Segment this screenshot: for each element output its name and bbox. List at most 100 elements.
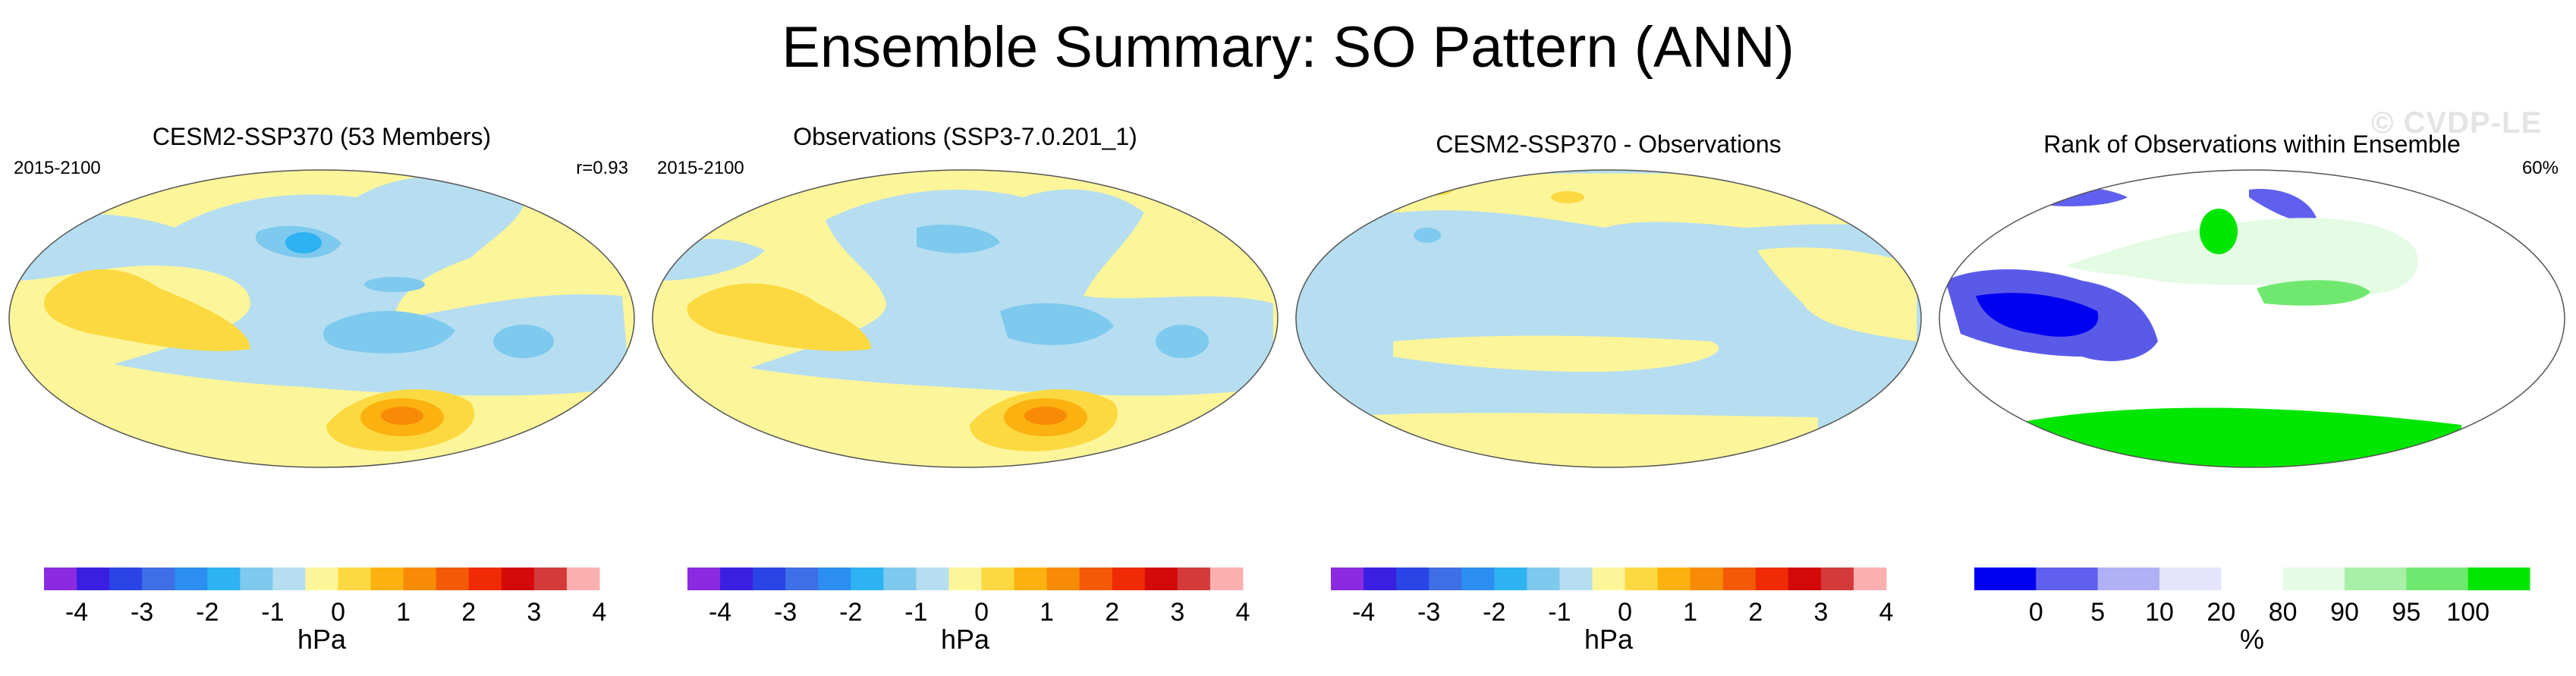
map-border xyxy=(8,169,635,468)
colorbar-swatch xyxy=(436,568,470,590)
map-border xyxy=(652,169,1279,468)
panel-title: CESM2-SSP370 (53 Members) xyxy=(152,123,492,150)
rank-percent-label: 60% xyxy=(2521,158,2559,178)
colorbar-swatch xyxy=(1974,568,2037,590)
colorbar-tick-label: 2 xyxy=(461,598,476,627)
watermark: © CVDP-LE xyxy=(2371,106,2543,140)
colorbar-swatch xyxy=(272,568,306,590)
rank-map: 0 5 10 20 80 90 95 100 xyxy=(1939,169,2565,627)
colorbar-tick-label: 0 xyxy=(1618,598,1632,627)
colorbar-tick-label: 95 xyxy=(2392,598,2420,627)
colorbar-swatch xyxy=(1014,568,1048,590)
panel-ensemble-mean: CESM2-SSP370 (53 Members) 2015-2100 r=0.… xyxy=(0,114,643,675)
colorbar-swatch xyxy=(468,568,502,590)
colorbar: -4 -3 -2 -1 0 1 2 3 4 xyxy=(44,568,606,627)
colorbar-swatch xyxy=(566,568,600,590)
colorbar-swatch xyxy=(1461,568,1495,590)
colorbar-swatch xyxy=(1853,568,1887,590)
panel-difference: CESM2-SSP370 - Observations -4 -3 -2 -1 0 1 2 3… xyxy=(1287,114,1930,675)
colorbar-tick-label: 20 xyxy=(2206,598,2235,627)
colorbar-swatch xyxy=(883,568,917,590)
colorbar-swatch xyxy=(1396,568,1430,590)
map-negative-strong xyxy=(493,325,554,358)
colorbar-swatch xyxy=(240,568,273,590)
colorbar-swatch xyxy=(1494,568,1527,590)
colorbar-tick-label: -4 xyxy=(65,598,88,627)
colorbar-tick-label: 0 xyxy=(974,598,989,627)
colorbar: -4 -3 -2 -1 0 1 2 3 4 xyxy=(1331,568,1893,627)
colorbar-swatch xyxy=(77,568,110,590)
colorbar-swatch xyxy=(175,568,208,590)
colorbar: -4 -3 -2 -1 0 1 2 3 4 xyxy=(687,568,1250,627)
map-positive-region xyxy=(1393,335,1719,372)
map-positive-region xyxy=(1332,413,1818,467)
map-low-rank-core xyxy=(1976,293,2099,337)
colorbar-swatch xyxy=(2345,568,2407,590)
colorbar-tick-label: 1 xyxy=(1040,598,1054,627)
map-negative-strong xyxy=(1156,325,1209,358)
colorbar-swatch xyxy=(2036,568,2099,590)
colorbar-tick-label: -1 xyxy=(904,598,927,627)
map-negative-region xyxy=(15,175,630,396)
map-negative-strong xyxy=(1414,228,1441,243)
colorbar-tick-label: -3 xyxy=(131,598,153,627)
colorbar-swatch xyxy=(1429,568,1462,590)
colorbar: 0 5 10 20 80 90 95 100 xyxy=(1974,568,2530,627)
map-border xyxy=(1939,169,2565,468)
colorbar-swatch xyxy=(1559,568,1593,590)
map-low-rank-region xyxy=(2249,189,2317,222)
map-negative-strong xyxy=(364,277,425,292)
colorbar-swatch xyxy=(916,568,949,590)
colorbar-swatch xyxy=(1331,568,1364,590)
colorbar-tick-label: -3 xyxy=(1417,598,1440,627)
colorbar-swatch xyxy=(2221,568,2284,590)
colorbar-tick-label: 4 xyxy=(1236,598,1250,627)
map-positive-strong xyxy=(687,283,871,351)
colorbar-tick-label: 1 xyxy=(396,598,410,627)
colorbar-tick-label: -2 xyxy=(196,598,219,627)
map-negative-region xyxy=(750,189,1273,396)
colorbar-tick-label: 80 xyxy=(2269,598,2298,627)
colorbar-units: hPa xyxy=(297,624,347,655)
map-positive-region xyxy=(1757,247,1917,341)
colorbar-tick-label: 4 xyxy=(593,598,607,627)
colorbar-swatch xyxy=(1527,568,1560,590)
map-positive-strong xyxy=(1408,184,1454,196)
colorbar-tick-label: -4 xyxy=(709,598,731,627)
period-label: 2015-2100 xyxy=(14,158,101,178)
colorbar-tick-label: -2 xyxy=(1483,598,1505,627)
colorbar-swatch xyxy=(338,568,372,590)
colorbar-tick-label: 3 xyxy=(1813,598,1828,627)
panel-title: Rank of Observations within Ensemble xyxy=(2043,130,2461,158)
colorbar-swatch xyxy=(2467,568,2530,590)
colorbar-swatch xyxy=(2406,568,2469,590)
colorbar-swatch xyxy=(1209,568,1244,590)
colorbar-swatch xyxy=(1788,568,1822,590)
colorbar-swatch xyxy=(2097,568,2160,590)
colorbar-swatch xyxy=(501,568,535,590)
colorbar-swatch xyxy=(2159,568,2222,590)
slp-map: -4 -3 -2 -1 0 1 2 3 4 xyxy=(8,169,635,627)
colorbar-swatch xyxy=(305,568,339,590)
colorbar-swatch xyxy=(1144,568,1178,590)
figure-title: Ensemble Summary: SO Pattern (ANN) xyxy=(782,15,1794,80)
colorbar-swatch xyxy=(1592,568,1626,590)
colorbar-swatch xyxy=(785,568,819,590)
map-high-rank-strong xyxy=(2257,280,2370,306)
correlation-label: r=0.93 xyxy=(576,158,628,178)
colorbar-swatch xyxy=(1177,568,1211,590)
map-positive-strong xyxy=(44,269,250,351)
colorbar-swatch xyxy=(687,568,721,590)
colorbar-swatch xyxy=(533,568,568,590)
colorbar-swatch xyxy=(1657,568,1691,590)
colorbar-tick-label: 100 xyxy=(2446,598,2490,627)
period-label: 2015-2100 xyxy=(657,158,744,178)
colorbar-swatch xyxy=(1079,568,1113,590)
colorbar-tick-label: -1 xyxy=(261,598,284,627)
colorbar-tick-label: 3 xyxy=(527,598,541,627)
map-negative-core xyxy=(285,232,322,253)
colorbar-tick-label: -2 xyxy=(839,598,862,627)
colorbar-swatch xyxy=(1112,568,1146,590)
colorbar-swatch xyxy=(1690,568,1724,590)
colorbar-swatch xyxy=(370,568,404,590)
